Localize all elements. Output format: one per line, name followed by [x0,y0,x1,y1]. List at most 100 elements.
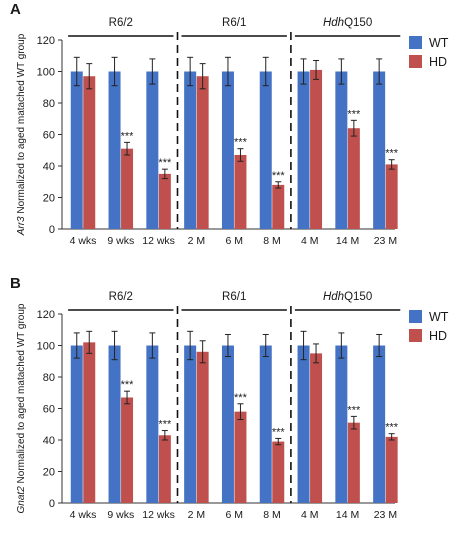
bar-wt [146,71,159,229]
legend-swatch-hd [409,329,422,342]
y-axis-title-text: Normalized to aged matached WT group [16,303,27,486]
x-tick-label: 2 M [188,235,206,247]
bar-hd [196,351,209,503]
y-axis-title: Arr3 Normalized to aged matached WT grou… [16,33,27,236]
significance-label: *** [272,170,286,182]
panel-label: B [10,275,21,292]
y-tick-label: 120 [37,309,55,321]
y-tick-label: 20 [43,467,55,479]
bar-hd [121,397,134,503]
bar-wt [259,345,272,503]
group-label-text: R6/2 [109,291,133,303]
x-tick-label: 23 M [374,235,397,247]
significance-label: *** [385,422,399,434]
x-tick-label: 12 wks [142,509,175,521]
bar-wt [221,345,234,503]
x-tick-label: 14 M [336,235,359,247]
group-label: R6/2 [109,17,133,29]
group-label: R6/1 [222,17,246,29]
bar-wt [335,345,348,503]
x-tick-label: 8 M [263,509,281,521]
group-label-italic: Hdh [323,17,344,29]
significance-label: *** [234,392,248,404]
x-tick-label: 2 M [188,509,206,521]
bar-hd [272,441,285,503]
bar-hd [310,69,323,229]
y-axis-title-gene: Arr3 [16,216,27,236]
legend-label-hd: HD [429,55,447,69]
bar-hd [347,422,360,503]
bar-wt [297,71,310,229]
group-label-text: Q150 [344,17,372,29]
group-label-text: Q150 [344,291,372,303]
x-tick-label: 9 wks [107,235,134,247]
legend-label-hd: HD [429,329,447,343]
group-label-text: R6/1 [222,17,246,29]
significance-label: *** [121,379,135,391]
significance-label: *** [385,148,399,160]
bar-hd [310,353,323,503]
bar-hd [158,435,171,503]
y-tick-label: 40 [43,161,55,173]
y-tick-label: 100 [37,67,55,79]
significance-label: *** [347,404,361,416]
bar-hd [234,411,247,503]
bar-wt [259,71,272,229]
chart-panel-b: B 0 20 40 60 80 100 120 Gnat2 Normalized to aged… [10,275,449,521]
x-tick-label: 4 wks [70,509,97,521]
y-tick-label: 120 [37,35,55,47]
y-tick-label: 60 [43,404,55,416]
bar-wt [184,71,197,229]
group-label: R6/2 [109,291,133,303]
bar-wt [335,71,348,229]
group-label: HdhQ150 [323,291,372,303]
x-tick-label: 9 wks [107,509,134,521]
x-tick-label: 23 M [374,509,397,521]
x-tick-label: 4 M [301,235,319,247]
y-axis-title-gene: Gnat2 [16,486,27,514]
x-tick-label: 8 M [263,235,281,247]
x-tick-label: 14 M [336,509,359,521]
legend-swatch-hd [409,55,422,68]
significance-label: *** [158,157,172,169]
bar-hd [385,436,398,503]
y-tick-label: 0 [49,498,55,510]
bar-wt [146,345,159,503]
bar-wt [108,345,121,503]
bar-wt [70,71,83,229]
legend-swatch-wt [409,36,422,49]
y-tick-label: 0 [49,224,55,236]
chart-panel-a: A 0 20 40 60 80 100 120 Arr3 Normalized to aged … [10,1,449,247]
significance-label: *** [158,419,172,431]
y-tick-label: 60 [43,130,55,142]
x-tick-label: 4 M [301,509,319,521]
y-tick-label: 20 [43,193,55,205]
bar-hd [158,173,171,229]
legend-swatch-wt [409,310,422,323]
bar-hd [385,164,398,229]
bar-hd [234,154,247,229]
legend-label-wt: WT [429,36,449,50]
group-label: R6/1 [222,291,246,303]
bar-hd [121,148,134,229]
bar-wt [70,345,83,503]
significance-label: *** [272,426,286,438]
group-label-text: R6/1 [222,291,246,303]
bar-hd [83,342,96,503]
bar-wt [221,71,234,229]
y-axis-title-text: Normalized to aged matached WT group [16,33,27,216]
bar-hd [83,76,96,229]
group-label-italic: Hdh [323,291,344,303]
significance-label: *** [347,108,361,120]
significance-label: *** [234,137,248,149]
bar-wt [108,71,121,229]
significance-label: *** [121,130,135,142]
bar-hd [196,76,209,229]
x-tick-label: 6 M [225,509,243,521]
x-tick-label: 12 wks [142,235,175,247]
group-label: HdhQ150 [323,17,372,29]
legend-label-wt: WT [429,310,449,324]
x-tick-label: 6 M [225,235,243,247]
y-axis-title: Gnat2 Normalized to aged matached WT gro… [16,303,27,513]
